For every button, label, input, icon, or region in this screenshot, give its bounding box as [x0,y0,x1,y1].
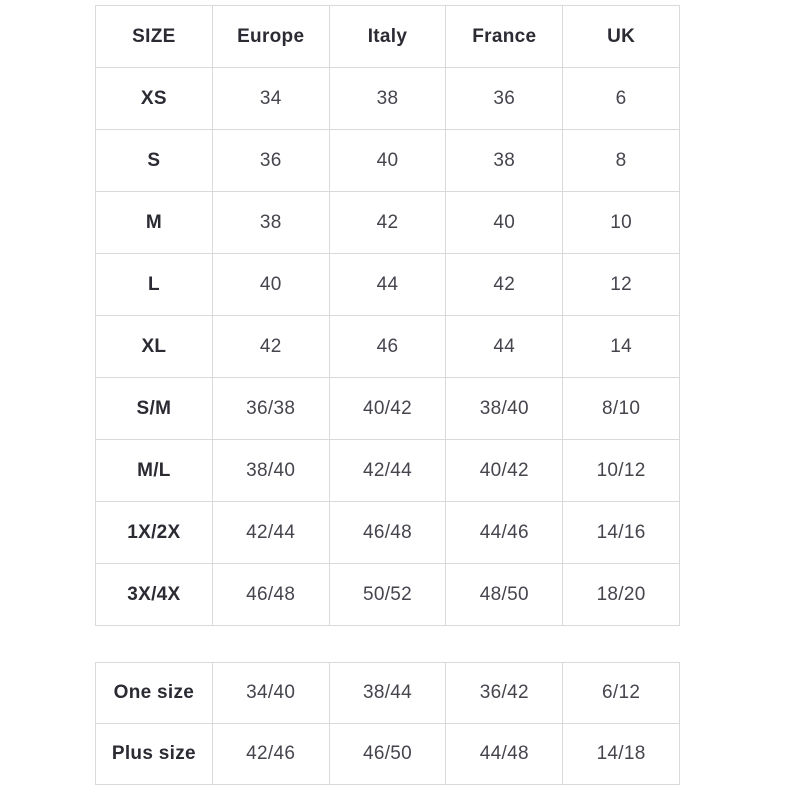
europe-value: 34 [211,67,330,130]
column-header-uk: UK [562,5,680,68]
size-label: One size [95,662,213,724]
size-label: S/M [95,377,213,440]
france-value: 38 [445,129,564,192]
table-row-1x-2x: 1X/2X 42/44 46/48 44/46 14/16 [95,501,680,564]
uk-value: 8/10 [562,377,680,440]
special-sizes-table: One size 34/40 38/44 36/42 6/12 Plus siz… [95,662,680,785]
europe-value: 42/44 [211,501,330,564]
table-row-m: M 38 42 40 10 [95,191,680,254]
france-value: 44/46 [445,501,564,564]
europe-value: 42/46 [211,723,330,785]
france-value: 36/42 [445,662,564,724]
italy-value: 40 [328,129,447,192]
size-conversion-table: SIZE Europe Italy France UK XS 34 38 36 … [95,5,680,626]
size-label: 3X/4X [95,563,213,626]
europe-value: 36/38 [211,377,330,440]
table-row-xl: XL 42 46 44 14 [95,315,680,378]
italy-value: 40/42 [328,377,447,440]
uk-value: 6 [562,67,680,130]
france-value: 48/50 [445,563,564,626]
europe-value: 38 [211,191,330,254]
size-label: L [95,253,213,316]
europe-value: 40 [211,253,330,316]
europe-value: 46/48 [211,563,330,626]
europe-value: 36 [211,129,330,192]
size-label: 1X/2X [95,501,213,564]
italy-value: 42/44 [328,439,447,502]
france-value: 38/40 [445,377,564,440]
size-label: M/L [95,439,213,502]
italy-value: 46/50 [328,723,447,785]
table-row-one-size: One size 34/40 38/44 36/42 6/12 [95,662,680,724]
italy-value: 46/48 [328,501,447,564]
size-label: XS [95,67,213,130]
france-value: 40 [445,191,564,254]
uk-value: 12 [562,253,680,316]
table-row-m-l: M/L 38/40 42/44 40/42 10/12 [95,439,680,502]
column-header-france: France [445,5,564,68]
uk-value: 6/12 [562,662,680,724]
italy-value: 38/44 [328,662,447,724]
france-value: 44/48 [445,723,564,785]
table-header-row: SIZE Europe Italy France UK [95,5,680,68]
france-value: 42 [445,253,564,316]
france-value: 44 [445,315,564,378]
italy-value: 42 [328,191,447,254]
size-label: Plus size [95,723,213,785]
uk-value: 18/20 [562,563,680,626]
size-label: M [95,191,213,254]
italy-value: 50/52 [328,563,447,626]
europe-value: 38/40 [211,439,330,502]
table-row-3x-4x: 3X/4X 46/48 50/52 48/50 18/20 [95,563,680,626]
france-value: 36 [445,67,564,130]
column-header-size: SIZE [95,5,213,68]
europe-value: 42 [211,315,330,378]
uk-value: 14/16 [562,501,680,564]
size-label: XL [95,315,213,378]
table-row-l: L 40 44 42 12 [95,253,680,316]
uk-value: 10 [562,191,680,254]
size-label: S [95,129,213,192]
italy-value: 44 [328,253,447,316]
uk-value: 14 [562,315,680,378]
table-row-s: S 36 40 38 8 [95,129,680,192]
uk-value: 8 [562,129,680,192]
italy-value: 46 [328,315,447,378]
column-header-europe: Europe [211,5,330,68]
europe-value: 34/40 [211,662,330,724]
table-row-plus-size: Plus size 42/46 46/50 44/48 14/18 [95,723,680,785]
table-row-xs: XS 34 38 36 6 [95,67,680,130]
uk-value: 14/18 [562,723,680,785]
uk-value: 10/12 [562,439,680,502]
italy-value: 38 [328,67,447,130]
table-row-s-m: S/M 36/38 40/42 38/40 8/10 [95,377,680,440]
column-header-italy: Italy [328,5,447,68]
france-value: 40/42 [445,439,564,502]
